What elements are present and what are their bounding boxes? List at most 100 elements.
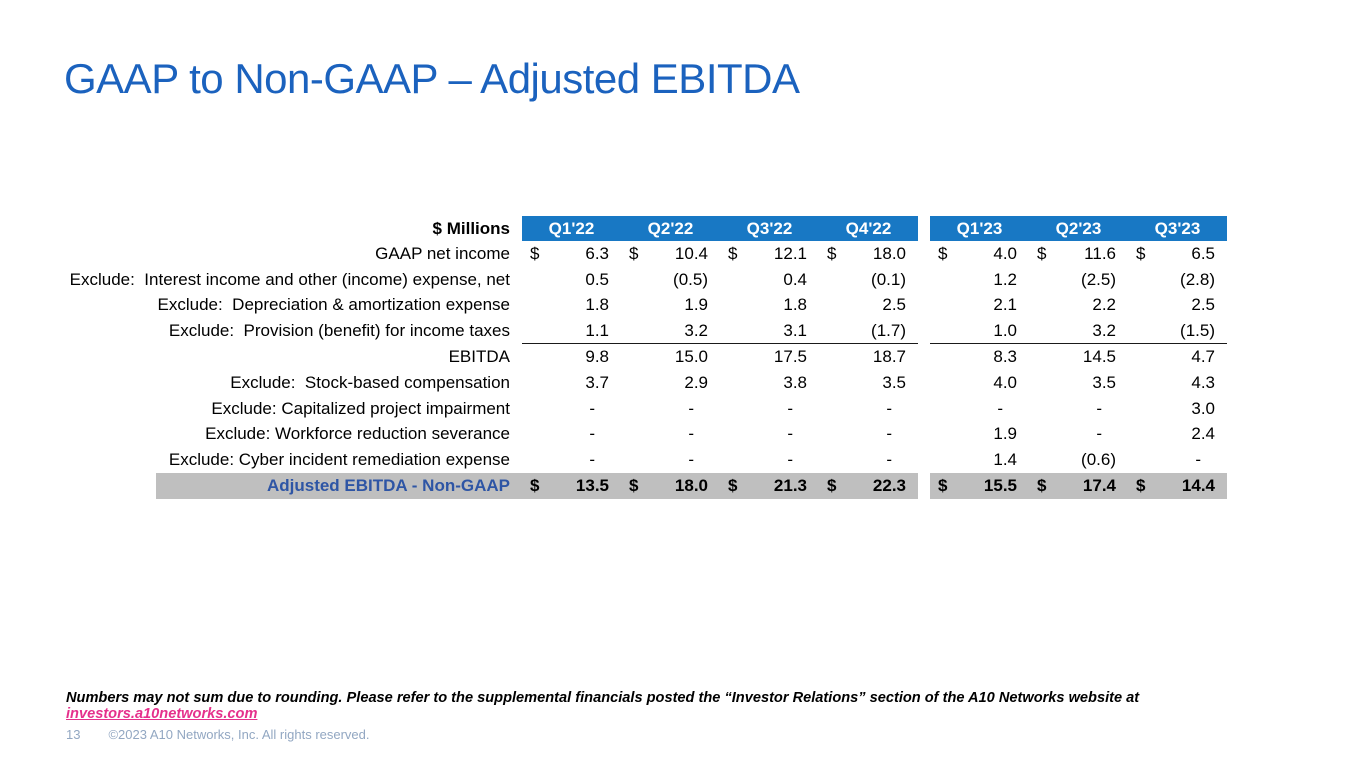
cell-value: - bbox=[886, 450, 892, 470]
column-header: Q1'23 bbox=[930, 216, 1029, 241]
dollar-sign: $ bbox=[728, 476, 738, 496]
table-cell: 3.2 bbox=[1029, 318, 1128, 345]
table-cell: 17.5 bbox=[720, 344, 819, 370]
cell-value: - bbox=[589, 424, 595, 444]
table-cell: 4.7 bbox=[1128, 344, 1227, 370]
cell-value: 18.7 bbox=[872, 347, 906, 367]
table-cell: 1.9 bbox=[621, 293, 720, 319]
table-cell: - bbox=[819, 396, 918, 422]
cell-value: 3.1 bbox=[783, 320, 807, 340]
reconciliation-table: $ Millions Q1'22 Q2'22 Q3'22 Q4'22 Q1'23 Q2'23… bbox=[69, 216, 1227, 499]
cell-value: (1.7) bbox=[871, 320, 906, 340]
footnote-text: Numbers may not sum due to rounding. Ple… bbox=[66, 690, 1140, 706]
table-cell: - bbox=[720, 422, 819, 448]
cell-value: 4.3 bbox=[1191, 372, 1215, 392]
cell-value: 1.1 bbox=[585, 320, 609, 340]
column-header: Q3'22 bbox=[720, 216, 819, 241]
cell-value: 3.8 bbox=[783, 372, 807, 392]
column-gap bbox=[918, 421, 930, 448]
cell-value: 6.3 bbox=[585, 243, 609, 263]
cell-value: - bbox=[886, 398, 892, 418]
table-cell: - bbox=[1029, 422, 1128, 448]
table-cell: (1.5) bbox=[1128, 318, 1227, 345]
table-cell: 14.5 bbox=[1029, 344, 1128, 370]
cell-value: 6.5 bbox=[1191, 243, 1215, 263]
table-cell: $11.6 bbox=[1029, 241, 1128, 267]
row-label: Exclude: Capitalized project impairment bbox=[211, 398, 510, 418]
table-cell: 1.2 bbox=[930, 267, 1029, 293]
table-unit-label: $ Millions bbox=[432, 218, 510, 238]
table-cell: 4.3 bbox=[1128, 370, 1227, 396]
cell-value: 18.0 bbox=[872, 243, 906, 263]
table-cell: - bbox=[819, 447, 918, 473]
cell-value: 21.3 bbox=[773, 476, 807, 496]
column-gap bbox=[918, 266, 930, 293]
cell-value: - bbox=[787, 450, 793, 470]
cell-value: - bbox=[997, 398, 1003, 418]
row-label: Exclude: Stock-based compensation bbox=[230, 372, 510, 392]
table-cell: 1.8 bbox=[720, 293, 819, 319]
table-cell: 1.4 bbox=[930, 447, 1029, 473]
table-cell: 2.5 bbox=[819, 293, 918, 319]
cell-value: (0.5) bbox=[673, 269, 708, 289]
cell-value: 14.5 bbox=[1082, 347, 1116, 367]
column-header: Q3'23 bbox=[1128, 216, 1227, 241]
table-cell: $21.3 bbox=[720, 473, 819, 499]
row-label: Exclude: Interest income and other (inco… bbox=[69, 269, 510, 289]
table-cell: $18.0 bbox=[621, 473, 720, 499]
cell-value: 1.2 bbox=[993, 269, 1017, 289]
cell-value: - bbox=[688, 424, 694, 444]
row-label: Exclude: Provision (benefit) for income … bbox=[168, 321, 510, 341]
row-label: GAAP net income bbox=[375, 243, 510, 263]
table-cell: 18.7 bbox=[819, 344, 918, 370]
cell-value: 13.5 bbox=[575, 476, 609, 496]
row-label: Adjusted EBITDA - Non-GAAP bbox=[100, 473, 522, 499]
table-cell: 1.1 bbox=[522, 318, 621, 345]
table-cell: (0.1) bbox=[819, 267, 918, 293]
cell-value: 1.9 bbox=[684, 295, 708, 315]
cell-value: 2.1 bbox=[993, 295, 1017, 315]
cell-value: - bbox=[688, 450, 694, 470]
table-cell: - bbox=[819, 422, 918, 448]
table-cell: $4.0 bbox=[930, 241, 1029, 267]
cell-value: 2.9 bbox=[684, 372, 708, 392]
column-header: Q4'22 bbox=[819, 216, 918, 241]
cell-value: 12.1 bbox=[773, 243, 807, 263]
cell-value: 0.4 bbox=[783, 269, 807, 289]
cell-value: 4.7 bbox=[1191, 347, 1215, 367]
table-cell: 3.2 bbox=[621, 318, 720, 345]
dollar-sign: $ bbox=[938, 476, 948, 496]
table-cell: - bbox=[720, 396, 819, 422]
cell-value: 1.8 bbox=[585, 295, 609, 315]
cell-value: (2.5) bbox=[1081, 269, 1116, 289]
column-gap bbox=[918, 216, 930, 241]
row-label: Exclude: Workforce reduction severance bbox=[205, 424, 510, 444]
cell-value: 2.5 bbox=[882, 295, 906, 315]
cell-value: 17.5 bbox=[773, 347, 807, 367]
table-cell: (0.5) bbox=[621, 267, 720, 293]
table-cell: 3.8 bbox=[720, 370, 819, 396]
cell-value: - bbox=[787, 424, 793, 444]
table-cell: $6.5 bbox=[1128, 241, 1227, 267]
column-header: Q2'23 bbox=[1029, 216, 1128, 241]
table-cell: - bbox=[621, 396, 720, 422]
column-gap bbox=[918, 395, 930, 422]
column-gap bbox=[918, 447, 930, 474]
dollar-sign: $ bbox=[1037, 476, 1047, 496]
column-gap bbox=[918, 344, 930, 370]
column-gap bbox=[918, 473, 930, 499]
cell-value: 3.0 bbox=[1191, 398, 1215, 418]
table-cell: - bbox=[930, 396, 1029, 422]
cell-value: 4.0 bbox=[993, 243, 1017, 263]
table-cell: 3.0 bbox=[1128, 396, 1227, 422]
column-gap bbox=[918, 292, 930, 319]
cell-value: (2.8) bbox=[1180, 269, 1215, 289]
cell-value: 18.0 bbox=[674, 476, 708, 496]
dollar-sign: $ bbox=[1136, 476, 1146, 496]
investor-relations-link[interactable]: investors.a10networks.com bbox=[66, 706, 258, 722]
table-cell: - bbox=[720, 447, 819, 473]
footnote: Numbers may not sum due to rounding. Ple… bbox=[66, 690, 1306, 722]
copyright-text: ©2023 A10 Networks, Inc. All rights rese… bbox=[108, 727, 370, 742]
column-header: Q1'22 bbox=[522, 216, 621, 241]
